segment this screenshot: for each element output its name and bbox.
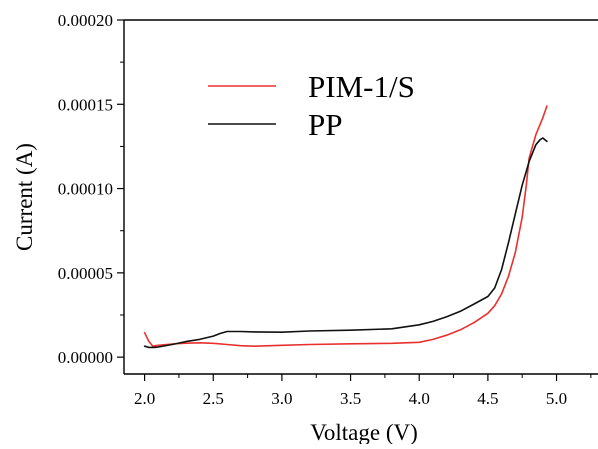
series-lines [143,105,548,349]
legend-label: PIM-1/S [308,69,415,104]
series-line-pim-1-s [143,105,548,348]
x-tick-label: 2.0 [134,389,155,408]
legend-label: PP [308,107,342,142]
legend: PIM-1/SPP [208,69,415,142]
x-tick-label: 4.5 [477,389,498,408]
y-tick-label: 0.00005 [58,264,113,283]
x-tick-label: 2.5 [203,389,224,408]
series-line-pp [143,137,548,349]
x-tick-label: 5.0 [546,389,567,408]
x-axis-title: Voltage (V) [310,420,418,444]
x-tick-label: 4.0 [409,389,430,408]
y-tick-label: 0.00000 [58,348,113,367]
x-tick-label: 3.0 [271,389,292,408]
y-tick-label: 0.00020 [58,11,113,30]
y-axis-title: Current (A) [12,143,37,251]
x-tick-label: 3.5 [340,389,361,408]
y-axis-ticks: 0.00000 0.00005 0.00010 0.00015 0.00020 [58,11,124,367]
x-axis-ticks: 2.0 2.5 3.0 3.5 4.0 4.5 5.0 [134,374,592,408]
y-tick-label: 0.00015 [58,95,113,114]
y-tick-label: 0.00010 [58,180,113,199]
